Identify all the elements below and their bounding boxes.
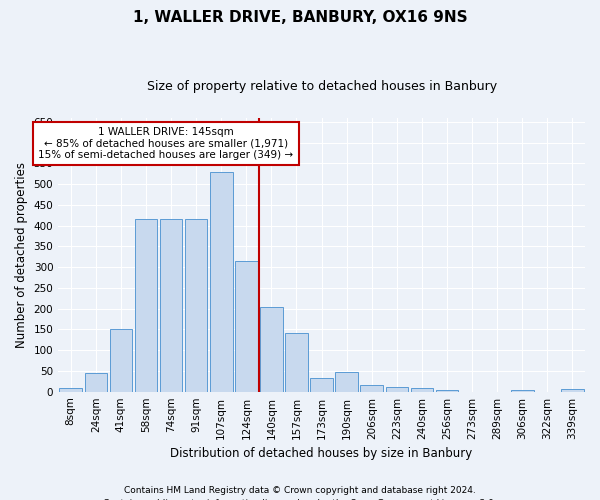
Bar [386,386,408,392]
Text: 1 WALLER DRIVE: 145sqm
← 85% of detached houses are smaller (1,971)
15% of semi-: 1 WALLER DRIVE: 145sqm ← 85% of detached… [38,127,293,160]
Y-axis label: Number of detached properties: Number of detached properties [15,162,28,348]
Bar [561,389,584,392]
Bar [511,390,533,392]
Bar [436,390,458,392]
Bar [210,172,233,392]
Bar [310,378,333,392]
Bar [110,330,132,392]
Bar [335,372,358,392]
Bar [85,373,107,392]
Bar [285,332,308,392]
X-axis label: Distribution of detached houses by size in Banbury: Distribution of detached houses by size … [170,447,473,460]
Bar [160,220,182,392]
Bar [235,261,257,392]
Bar [134,220,157,392]
Title: Size of property relative to detached houses in Banbury: Size of property relative to detached ho… [146,80,497,93]
Bar [410,388,433,392]
Text: Contains HM Land Registry data © Crown copyright and database right 2024.: Contains HM Land Registry data © Crown c… [124,486,476,495]
Text: Contains public sector information licensed under the Open Government Licence v3: Contains public sector information licen… [103,498,497,500]
Bar [361,386,383,392]
Bar [260,306,283,392]
Bar [59,388,82,392]
Text: 1, WALLER DRIVE, BANBURY, OX16 9NS: 1, WALLER DRIVE, BANBURY, OX16 9NS [133,10,467,25]
Bar [185,220,208,392]
